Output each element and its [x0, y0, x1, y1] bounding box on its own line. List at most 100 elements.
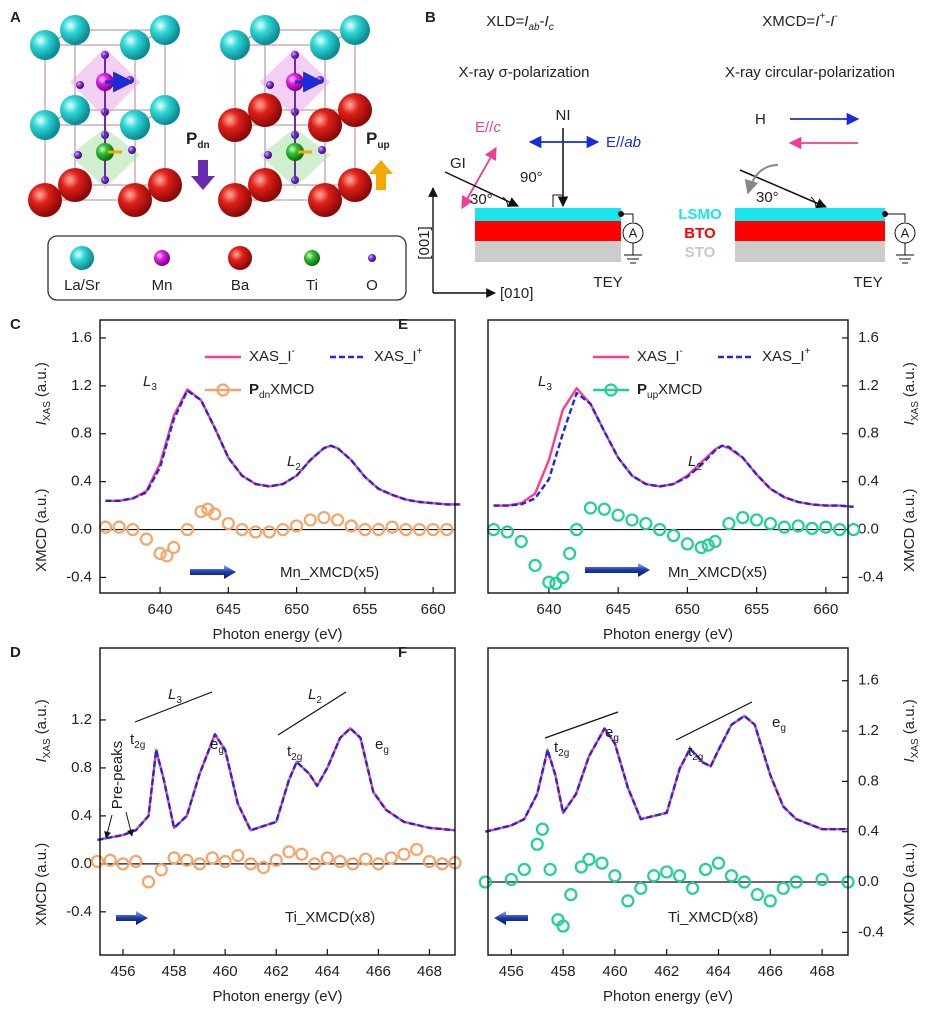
data-point [129, 854, 143, 869]
layer-lsmo [475, 208, 621, 221]
data-point [330, 513, 345, 527]
text-it: I [901, 421, 918, 425]
x-tick-label: 660 [421, 601, 446, 618]
legend-label: Ti [306, 277, 318, 294]
text: I [545, 13, 549, 30]
text: I [815, 13, 819, 30]
annotation: L2 [308, 686, 322, 706]
layer-label: STO [685, 244, 716, 261]
data-point [819, 520, 833, 534]
y-tick-label: 1.6 [71, 329, 92, 346]
direction-arrow [116, 911, 148, 925]
data-point [269, 853, 283, 867]
data-point [282, 845, 296, 859]
legend-label: O [366, 277, 378, 294]
x-tick-label: 462 [654, 963, 679, 980]
atom [286, 143, 304, 161]
data-point [500, 525, 514, 539]
data-point [410, 842, 424, 857]
data-point [680, 537, 694, 551]
guide-line [277, 691, 347, 736]
text-sup: - [292, 346, 295, 357]
text-sup: + [805, 346, 811, 357]
x-tick-label: 460 [213, 963, 238, 980]
data-point [549, 576, 563, 591]
text: t [688, 743, 693, 760]
x-tick-label: 640 [148, 601, 173, 618]
layer-lsmo [735, 208, 885, 221]
legend-label: XAS_I+ [374, 346, 423, 365]
annotation: Pre-peaks [109, 741, 126, 809]
legend-label: XAS_I+ [762, 346, 811, 365]
wire [885, 213, 906, 222]
text-sub: XAS [42, 738, 53, 758]
data-point [346, 857, 360, 871]
panel-label: A [10, 9, 21, 26]
atom-icon [368, 254, 376, 262]
layer-sto [475, 241, 621, 262]
y-tick-label: 1.2 [858, 722, 879, 739]
superscript: + [819, 11, 825, 22]
data-point [231, 848, 245, 863]
text: e [210, 736, 218, 753]
atom [220, 30, 250, 60]
x-tick-label: 456 [499, 963, 524, 980]
text-sub: 2 [295, 462, 301, 473]
y-axis-title: IXAS (a.u.) [901, 699, 921, 762]
data-point [160, 549, 174, 563]
data-point [530, 837, 544, 851]
x-tick-label: 650 [675, 601, 700, 618]
atom [308, 108, 342, 142]
y-tick-label: 0.0 [71, 521, 92, 538]
annotation: t2g [688, 743, 703, 763]
text-sub: 3 [176, 695, 182, 706]
x-axis-title: Photon energy (eV) [603, 988, 733, 1005]
text: E// [606, 134, 625, 151]
pointer [104, 814, 113, 839]
text: XLD= [486, 13, 524, 30]
annotation: eg [772, 714, 786, 734]
label: E//ab [606, 134, 641, 151]
data-point [103, 853, 117, 867]
y-tick-label: 1.2 [71, 377, 92, 394]
legend-label: XAS_I- [249, 346, 295, 365]
y-tick-label: 0.4 [858, 823, 879, 840]
text: XAS_I [762, 348, 805, 365]
data-point [504, 872, 518, 887]
y-axis-title: XMCD (a.u.) [901, 843, 918, 926]
direction-arrow [190, 565, 236, 579]
data-point [412, 522, 427, 537]
data-point [359, 852, 373, 866]
series-line [493, 387, 854, 508]
x-tick-label: 655 [352, 601, 377, 618]
text-sub: 3 [151, 382, 157, 393]
label: [010] [500, 285, 533, 302]
x-tick-label: 466 [366, 963, 391, 980]
text-it: L [538, 373, 546, 390]
text: t [287, 743, 292, 760]
y-tick-label: 0.0 [858, 521, 879, 538]
atom [60, 15, 90, 45]
text-sub: g [780, 723, 786, 734]
annotation: eg [605, 724, 619, 744]
text-sup: - [680, 346, 683, 357]
text: (a.u.) [901, 699, 918, 734]
data-point [307, 857, 322, 871]
y-tick-label: 1.6 [858, 672, 879, 689]
layer-label: LSMO [678, 206, 722, 223]
atom [76, 81, 84, 89]
atom-icon [154, 250, 170, 266]
legend-box [47, 235, 407, 301]
data-point [385, 520, 399, 534]
series-line [485, 714, 848, 833]
text: ab [624, 134, 641, 151]
data-point [193, 857, 207, 871]
data-point [517, 862, 531, 877]
label: TEY [853, 274, 882, 291]
y-tick-label: -0.4 [858, 568, 884, 585]
text: XMCD= [762, 13, 815, 30]
text-sub: dn [259, 390, 270, 401]
data-point [763, 894, 777, 908]
text-sub: XAS [42, 401, 53, 421]
annotation: eg [210, 736, 224, 756]
